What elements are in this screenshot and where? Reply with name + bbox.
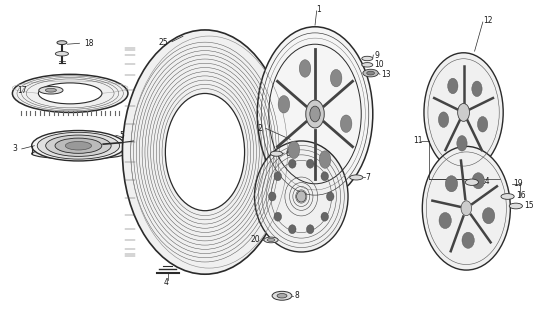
Ellipse shape (274, 212, 281, 221)
Ellipse shape (363, 69, 378, 77)
Ellipse shape (501, 194, 514, 199)
Ellipse shape (321, 212, 328, 221)
Ellipse shape (38, 83, 102, 104)
Ellipse shape (12, 74, 128, 112)
Ellipse shape (458, 103, 469, 121)
Text: 14: 14 (480, 177, 490, 186)
Ellipse shape (289, 225, 296, 234)
Ellipse shape (448, 78, 458, 94)
Text: 10: 10 (374, 60, 384, 69)
Ellipse shape (310, 106, 320, 122)
Ellipse shape (269, 192, 276, 201)
Ellipse shape (254, 141, 348, 252)
Ellipse shape (461, 201, 472, 216)
Text: 8: 8 (294, 291, 299, 300)
Ellipse shape (288, 141, 300, 159)
Text: 20: 20 (250, 236, 260, 244)
Ellipse shape (267, 238, 275, 242)
Text: 16: 16 (516, 191, 525, 200)
Ellipse shape (439, 112, 448, 127)
Ellipse shape (65, 141, 91, 150)
Ellipse shape (462, 232, 474, 248)
Text: 4: 4 (164, 278, 169, 287)
Ellipse shape (340, 115, 352, 132)
Text: 18: 18 (84, 39, 93, 48)
Text: 17: 17 (17, 86, 27, 95)
Ellipse shape (55, 52, 69, 56)
Ellipse shape (482, 208, 495, 224)
Ellipse shape (278, 96, 290, 113)
Ellipse shape (457, 136, 467, 151)
Ellipse shape (472, 173, 484, 189)
Text: 9: 9 (374, 51, 379, 60)
Ellipse shape (465, 179, 478, 185)
Ellipse shape (321, 172, 328, 181)
Ellipse shape (122, 30, 288, 274)
Ellipse shape (270, 151, 283, 156)
Text: 7: 7 (366, 173, 371, 182)
Ellipse shape (439, 212, 451, 228)
Ellipse shape (306, 159, 314, 168)
Ellipse shape (32, 148, 125, 159)
Ellipse shape (306, 225, 314, 234)
Text: 25: 25 (158, 38, 168, 47)
Text: 13: 13 (381, 70, 390, 79)
Ellipse shape (367, 71, 374, 75)
Ellipse shape (39, 86, 63, 94)
Ellipse shape (472, 81, 482, 97)
Ellipse shape (296, 191, 306, 202)
Ellipse shape (477, 116, 488, 132)
Ellipse shape (349, 175, 363, 180)
Text: 3: 3 (12, 144, 17, 153)
Text: 5: 5 (119, 131, 124, 140)
Ellipse shape (362, 63, 373, 67)
Ellipse shape (306, 100, 324, 128)
Ellipse shape (424, 53, 503, 172)
Text: 1: 1 (317, 5, 321, 14)
Ellipse shape (272, 291, 292, 300)
Ellipse shape (326, 192, 334, 201)
Ellipse shape (32, 131, 125, 161)
Text: 11: 11 (413, 136, 422, 146)
Ellipse shape (257, 27, 373, 201)
Text: 19: 19 (513, 179, 523, 188)
Ellipse shape (45, 88, 56, 92)
Text: 12: 12 (483, 16, 492, 25)
Ellipse shape (55, 138, 102, 153)
Ellipse shape (264, 237, 278, 243)
Text: 15: 15 (524, 202, 534, 211)
Ellipse shape (319, 151, 331, 168)
Ellipse shape (46, 135, 111, 156)
Ellipse shape (422, 146, 510, 270)
Ellipse shape (445, 176, 458, 192)
Text: 6: 6 (286, 148, 291, 157)
Text: 2: 2 (257, 124, 262, 133)
Ellipse shape (509, 203, 523, 209)
Ellipse shape (299, 60, 311, 77)
Ellipse shape (277, 293, 287, 298)
Ellipse shape (362, 56, 373, 61)
Ellipse shape (330, 69, 342, 87)
Ellipse shape (274, 172, 281, 181)
Ellipse shape (37, 132, 119, 159)
Ellipse shape (57, 41, 67, 44)
Ellipse shape (289, 159, 296, 168)
Ellipse shape (165, 93, 244, 211)
